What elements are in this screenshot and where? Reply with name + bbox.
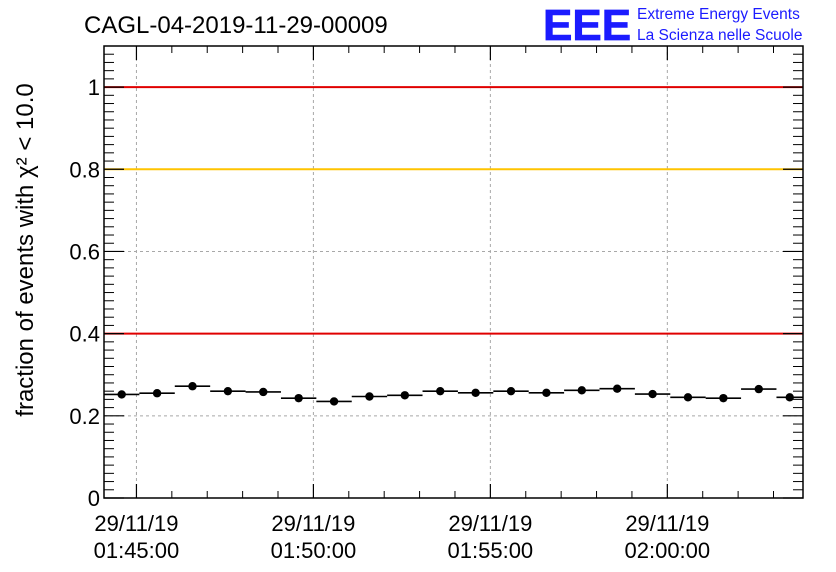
data-point: [612, 384, 622, 393]
data-point: [471, 388, 480, 398]
y-tick-label: 0: [88, 486, 100, 511]
data-point: [117, 390, 126, 399]
data-point: [436, 386, 445, 396]
plot-frame: [103, 45, 804, 499]
data-point: [329, 397, 339, 406]
grid-lines: [104, 46, 803, 498]
logo-mark: EEE: [543, 1, 631, 50]
axis-ticks: [104, 46, 803, 499]
x-tick-label-date: 29/11/19: [625, 511, 709, 536]
data-point: [648, 389, 657, 399]
data-point: [754, 384, 763, 394]
data-point: [683, 393, 693, 402]
logo-line-1: Extreme Energy Events: [637, 6, 800, 23]
data-point: [152, 389, 162, 398]
y-axis-label: fraction of events with χ² < 10.0: [12, 83, 39, 416]
x-tick-label-date: 29/11/19: [448, 511, 532, 536]
chart-title: CAGL-04-2019-11-29-00009: [84, 12, 388, 39]
x-tick-label-time: 01:50:00: [271, 538, 357, 563]
data-point: [400, 391, 410, 400]
data-point: [785, 393, 794, 402]
data-points: [104, 382, 803, 406]
data-point: [365, 392, 374, 401]
x-tick-label-time: 02:00:00: [625, 538, 711, 563]
y-tick-label: 0.2: [69, 404, 100, 429]
data-point: [577, 386, 586, 395]
eee-logo: EEE Extreme Energy Events La Scienza nel…: [543, 1, 803, 51]
y-tick-label: 1: [88, 75, 100, 100]
data-point: [223, 386, 233, 396]
x-tick-label-date: 29/11/19: [94, 511, 178, 536]
data-point: [506, 386, 516, 396]
y-tick-label: 0.8: [69, 157, 100, 182]
y-tick-label: 0.6: [69, 239, 100, 264]
x-tick-labels: 29/11/1901:45:0029/11/1901:50:0029/11/19…: [94, 511, 711, 563]
data-point: [259, 387, 268, 397]
logo-line-2: La Scienza nelle Scuole: [637, 27, 802, 44]
reference-lines: [104, 86, 803, 335]
y-tick-labels: 0 0.2 0.4 0.6 0.8 1: [69, 75, 100, 511]
y-tick-label: 0.4: [69, 322, 100, 347]
x-tick-label-time: 01:55:00: [448, 538, 534, 563]
x-tick-label-time: 01:45:00: [94, 538, 180, 563]
data-point: [719, 393, 728, 403]
x-tick-label-date: 29/11/19: [271, 511, 355, 536]
data-point: [294, 393, 303, 403]
data-point: [188, 382, 197, 391]
data-point: [542, 388, 551, 398]
